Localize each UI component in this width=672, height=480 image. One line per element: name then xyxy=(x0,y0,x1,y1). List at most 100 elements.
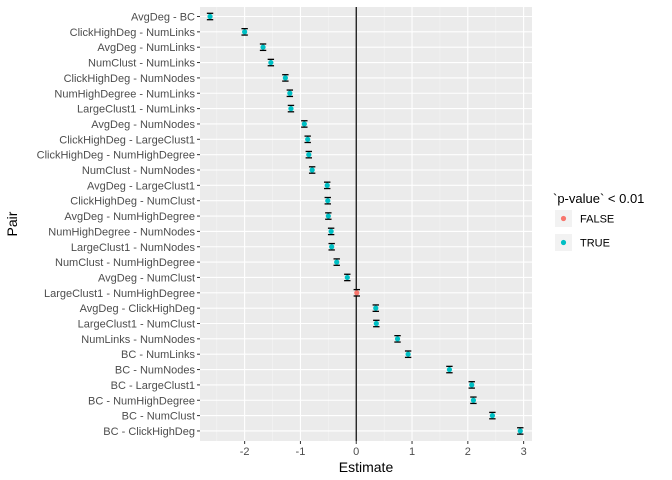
legend-item: TRUE xyxy=(555,234,610,251)
data-point xyxy=(286,89,294,98)
point-marker xyxy=(354,290,360,296)
y-tick-label: AvgDeg - ClickHighDeg xyxy=(80,303,195,315)
point-marker xyxy=(405,351,411,357)
point-marker xyxy=(306,152,312,158)
y-tick-label: LargeClust1 - NumHighDegree xyxy=(44,288,195,300)
x-axis-ticks: -2 -1 0 1 2 3 xyxy=(240,441,527,458)
point-marker xyxy=(329,244,335,250)
data-point xyxy=(301,120,308,128)
data-point xyxy=(446,365,453,374)
legend: `p-value` < 0.01 FALSE TRUE xyxy=(553,191,644,251)
legend-key-marker xyxy=(560,239,567,246)
point-marker xyxy=(517,428,523,434)
plot-panel xyxy=(200,7,532,441)
data-point xyxy=(324,181,331,190)
data-point xyxy=(489,411,496,420)
data-point xyxy=(325,212,332,220)
data-point xyxy=(373,319,380,328)
y-tick-label: BC - NumLinks xyxy=(121,349,195,361)
data-point xyxy=(241,27,248,36)
y-tick-label: ClickHighDeg - NumClust xyxy=(70,196,195,208)
x-tick-label: -1 xyxy=(296,446,306,458)
legend-item: FALSE xyxy=(555,210,614,227)
x-tick-label: 0 xyxy=(353,446,359,458)
legend-label: TRUE xyxy=(580,238,610,250)
point-marker xyxy=(394,336,401,342)
y-tick-label: BC - NumNodes xyxy=(115,365,196,377)
data-point xyxy=(517,427,524,435)
data-point xyxy=(267,58,275,67)
y-tick-label: ClickHighDeg - LargeClust1 xyxy=(59,134,195,146)
y-tick-label: NumLinks - NumNodes xyxy=(81,334,195,346)
legend-key-marker xyxy=(560,215,567,222)
x-axis-title: Estimate xyxy=(339,459,394,475)
data-point xyxy=(344,273,351,282)
data-point xyxy=(394,334,401,343)
legend-label: FALSE xyxy=(580,214,614,226)
y-tick-label: ClickHighDeg - NumLinks xyxy=(70,27,196,39)
point-marker xyxy=(325,198,331,204)
y-tick-label: NumHighDegree - NumNodes xyxy=(48,226,195,238)
y-tick-label: LargeClust1 - NumClust xyxy=(78,319,195,331)
data-point xyxy=(282,74,289,82)
point-marker xyxy=(373,320,379,327)
y-tick-label: NumClust - NumLinks xyxy=(88,58,195,70)
y-axis-ticks: AvgDeg - BC ClickHighDeg - NumLinks AvgDeg… xyxy=(37,12,200,438)
point-marker xyxy=(334,259,340,265)
point-marker xyxy=(282,75,288,81)
data-point xyxy=(305,150,313,159)
y-tick-label: BC - ClickHighDeg xyxy=(103,426,195,438)
data-point xyxy=(304,135,311,144)
point-marker xyxy=(242,29,248,35)
point-marker xyxy=(469,382,475,388)
data-point xyxy=(327,227,335,236)
point-marker xyxy=(207,13,213,20)
data-point xyxy=(333,258,340,266)
y-tick-label: BC - NumHighDegree xyxy=(88,395,195,407)
x-tick-label: 1 xyxy=(409,446,415,458)
data-point xyxy=(404,350,412,359)
point-marker xyxy=(260,44,266,50)
point-marker xyxy=(344,274,350,281)
y-tick-label: AvgDeg - NumClust xyxy=(98,272,195,284)
data-point xyxy=(259,43,267,52)
y-tick-label: AvgDeg - NumLinks xyxy=(97,42,195,54)
point-marker xyxy=(325,213,331,219)
data-point xyxy=(328,242,335,251)
x-tick-label: 2 xyxy=(465,446,471,458)
y-tick-label: NumClust - NumNodes xyxy=(82,165,196,177)
data-point xyxy=(324,196,331,205)
point-marker xyxy=(470,397,477,403)
legend-title: `p-value` < 0.01 xyxy=(553,191,644,206)
point-marker xyxy=(446,366,453,373)
point-marker xyxy=(324,182,330,188)
data-point xyxy=(287,104,295,113)
y-tick-label: BC - NumClust xyxy=(122,411,195,423)
data-point xyxy=(470,396,477,405)
point-marker xyxy=(287,90,293,96)
data-point xyxy=(372,304,379,313)
y-tick-label: LargeClust1 - NumNodes xyxy=(71,242,196,254)
data-point xyxy=(353,288,360,297)
y-axis-title: Pair xyxy=(4,211,20,236)
y-tick-label: NumClust - NumHighDegree xyxy=(55,257,195,269)
point-marker xyxy=(268,59,274,66)
x-tick-label: 3 xyxy=(521,446,527,458)
y-tick-label: AvgDeg - NumNodes xyxy=(91,119,195,131)
y-tick-label: AvgDeg - BC xyxy=(131,12,195,24)
data-point xyxy=(468,381,475,389)
y-tick-label: AvgDeg - NumHighDegree xyxy=(64,211,195,223)
point-marker xyxy=(305,136,311,142)
point-marker xyxy=(309,167,315,173)
x-tick-label: -2 xyxy=(240,446,250,458)
panel-background xyxy=(200,7,532,441)
y-tick-label: BC - LargeClust1 xyxy=(111,380,195,392)
data-point xyxy=(308,166,316,174)
y-tick-label: LargeClust1 - NumLinks xyxy=(77,104,195,116)
y-tick-label: ClickHighDeg - NumHighDegree xyxy=(37,150,195,162)
point-marker xyxy=(288,106,294,112)
y-tick-label: NumHighDegree - NumLinks xyxy=(54,88,195,100)
data-point xyxy=(206,12,214,21)
